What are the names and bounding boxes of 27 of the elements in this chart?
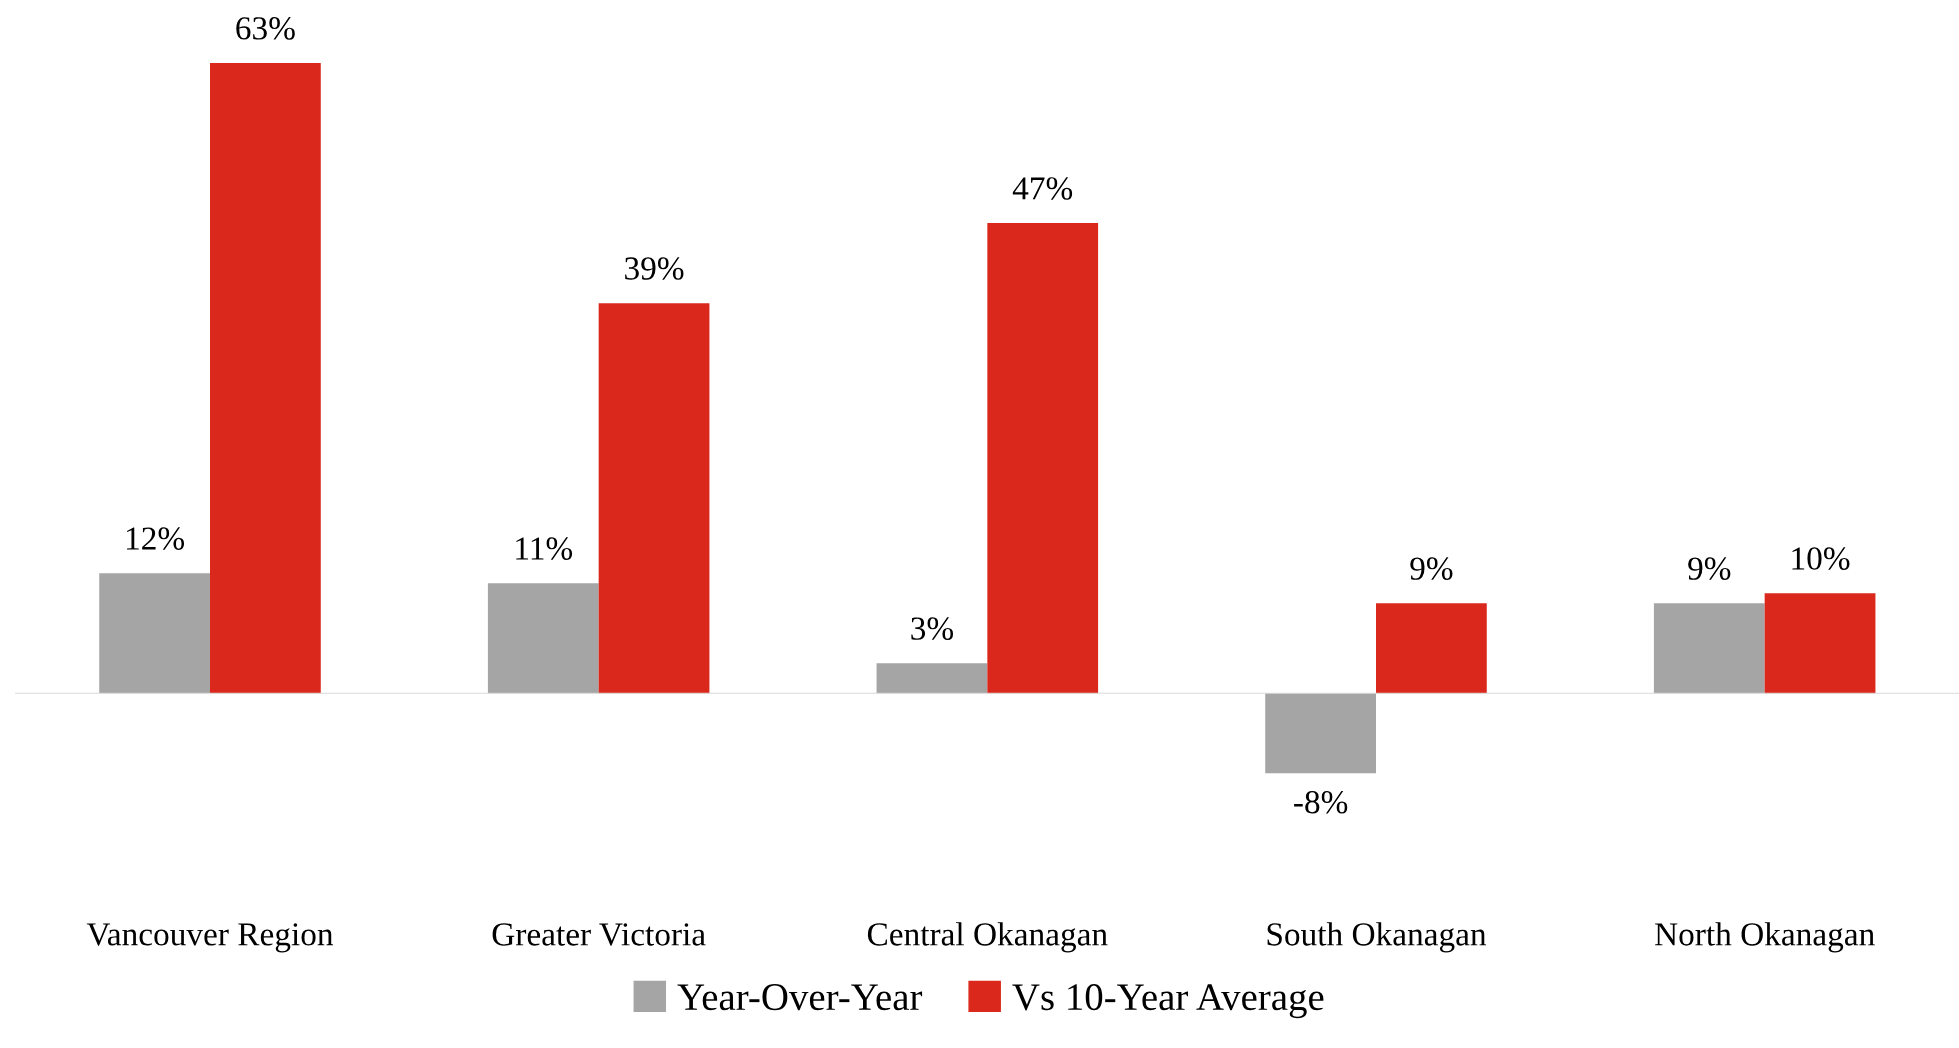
bar (1265, 693, 1376, 774)
x-tick-label: Vancouver Region (86, 923, 334, 953)
bar (487, 583, 599, 694)
bar (876, 663, 988, 694)
x-tick-label: North Okanagan (1655, 922, 1875, 953)
data-label: 9% (1688, 557, 1731, 580)
bar (987, 223, 1099, 694)
bar (1764, 593, 1876, 694)
bar (1376, 603, 1487, 694)
data-label: 11% (516, 537, 573, 560)
x-tick-label: Central Okanagan (867, 922, 1108, 953)
data-label: 39% (625, 257, 684, 280)
bar (1653, 603, 1765, 694)
data-label: 12% (127, 527, 185, 550)
legend-label: Year-Over-Year (677, 984, 923, 1011)
x-tick-label: Greater Victoria (492, 923, 706, 946)
bar (210, 63, 321, 694)
data-label: 3% (911, 617, 954, 640)
data-label: 9% (1410, 557, 1453, 580)
x-tick-label: South Okanagan (1267, 922, 1487, 953)
bar (598, 303, 710, 694)
bar (99, 573, 210, 694)
legend-label: Vs 10-Year Average (1012, 983, 1324, 1019)
data-label: 10% (1792, 547, 1850, 570)
data-label: 47% (1012, 177, 1073, 200)
data-label: -8% (1294, 790, 1348, 814)
data-label: 63% (236, 17, 295, 40)
